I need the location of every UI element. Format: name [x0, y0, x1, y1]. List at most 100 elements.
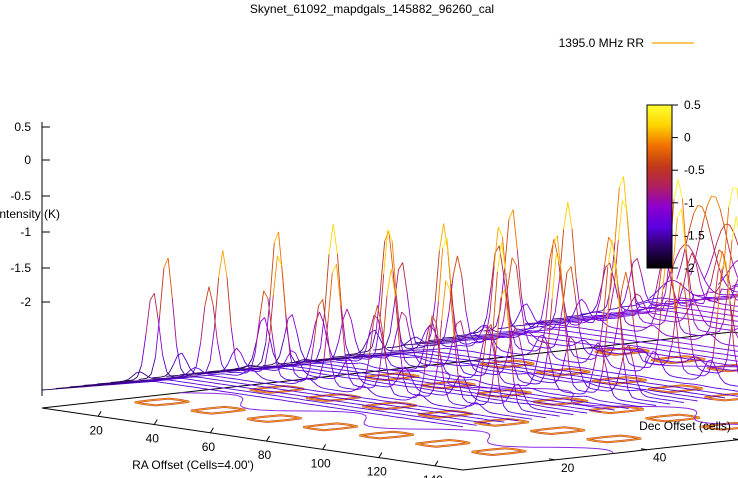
mesh-segment [588, 343, 594, 349]
mesh-segment [358, 376, 364, 383]
mesh-segment [615, 381, 621, 383]
mesh-segment [281, 265, 287, 315]
mesh-segment [266, 364, 272, 366]
mesh-segment [728, 187, 734, 208]
mesh-segment [688, 325, 694, 355]
mesh-segment [364, 354, 370, 357]
mesh-segment [707, 398, 712, 400]
mesh-segment [299, 362, 305, 372]
mesh-segment [352, 354, 358, 356]
mesh-segment [602, 326, 608, 372]
mesh-segment [265, 297, 271, 343]
mesh-segment [523, 360, 529, 375]
mesh-segment [352, 355, 357, 358]
mesh-segment [463, 412, 468, 414]
mesh-segment [605, 351, 611, 353]
mesh-segment [571, 331, 576, 333]
mesh-segment [382, 403, 387, 406]
mesh-segment [359, 385, 364, 388]
mesh-segment [537, 415, 542, 418]
mesh-segment [566, 395, 571, 397]
mesh-segment [727, 240, 733, 290]
mesh-segment [494, 353, 500, 389]
mesh-segment [351, 402, 356, 405]
mesh-segment [360, 362, 365, 365]
mesh-segment [498, 413, 503, 416]
mesh-segment [445, 347, 450, 350]
mesh-segment [519, 416, 524, 419]
mesh-segment [710, 386, 715, 389]
mesh-segment [610, 241, 616, 288]
mesh-segment [693, 399, 698, 402]
mesh-segment [260, 364, 266, 372]
mesh-segment [415, 362, 421, 369]
mesh-segment [734, 292, 738, 298]
mesh-segment [440, 387, 446, 390]
mesh-segment [527, 326, 533, 330]
mesh-segment [271, 362, 276, 366]
mesh-segment [612, 377, 617, 379]
mesh-segment [418, 361, 424, 365]
mesh-segment [648, 351, 654, 359]
mesh-segment [397, 384, 403, 387]
mesh-segment [623, 308, 629, 314]
mesh-segment [671, 316, 676, 318]
mesh-segment [487, 329, 493, 332]
mesh-segment [419, 377, 425, 394]
mesh-segment [553, 368, 559, 371]
mesh-segment [341, 309, 347, 346]
contour-line [179, 392, 614, 454]
mesh-segment [530, 311, 536, 320]
mesh-segment [461, 274, 467, 311]
mesh-segment [567, 406, 572, 408]
mesh-segment [709, 305, 715, 328]
mesh-segment [618, 399, 623, 401]
mesh-segment [654, 383, 660, 386]
mesh-segment [438, 408, 443, 411]
mesh-segment [401, 341, 407, 349]
mesh-segment [680, 247, 686, 266]
mesh-segment [533, 415, 538, 417]
mesh-segment [615, 406, 621, 408]
mesh-segment [338, 376, 344, 378]
mesh-segment [473, 420, 479, 423]
mesh-segment [385, 382, 390, 385]
mesh-segment [696, 319, 701, 322]
mesh-segment [533, 355, 539, 375]
mesh-segment [518, 353, 523, 355]
mesh-segment [584, 333, 589, 335]
mesh-segment [610, 364, 616, 369]
mesh-segment [708, 255, 714, 270]
mesh-segment [334, 400, 340, 402]
mesh-segment [652, 338, 657, 340]
mesh-segment [521, 296, 527, 321]
mesh-segment [436, 376, 441, 378]
mesh-segment [390, 268, 396, 297]
mesh-segment [578, 411, 584, 413]
mesh-segment [523, 330, 529, 335]
mesh-segment [572, 326, 577, 328]
mesh-segment [518, 378, 523, 383]
mesh-segment [183, 378, 188, 380]
mesh-segment [543, 334, 549, 344]
mesh-segment [734, 395, 738, 397]
mesh-segment [611, 405, 617, 408]
mesh-segment [698, 357, 704, 363]
mesh-segment [405, 347, 410, 349]
mesh-segment [730, 394, 735, 397]
mesh-segment [586, 401, 591, 404]
mesh-segment [439, 380, 444, 382]
mesh-segment [703, 320, 709, 326]
mesh-segment [386, 268, 392, 296]
mesh-segment [315, 347, 322, 360]
mesh-segment [379, 240, 386, 290]
mesh-segment [567, 392, 573, 394]
mesh-segment [505, 393, 510, 396]
mesh-segment [613, 240, 619, 287]
mesh-segment [438, 355, 444, 357]
mesh-segment [563, 202, 569, 230]
mesh-segment [720, 223, 726, 231]
mesh-segment [427, 374, 433, 377]
mesh-segment [497, 363, 503, 366]
mesh-segment [636, 398, 641, 401]
